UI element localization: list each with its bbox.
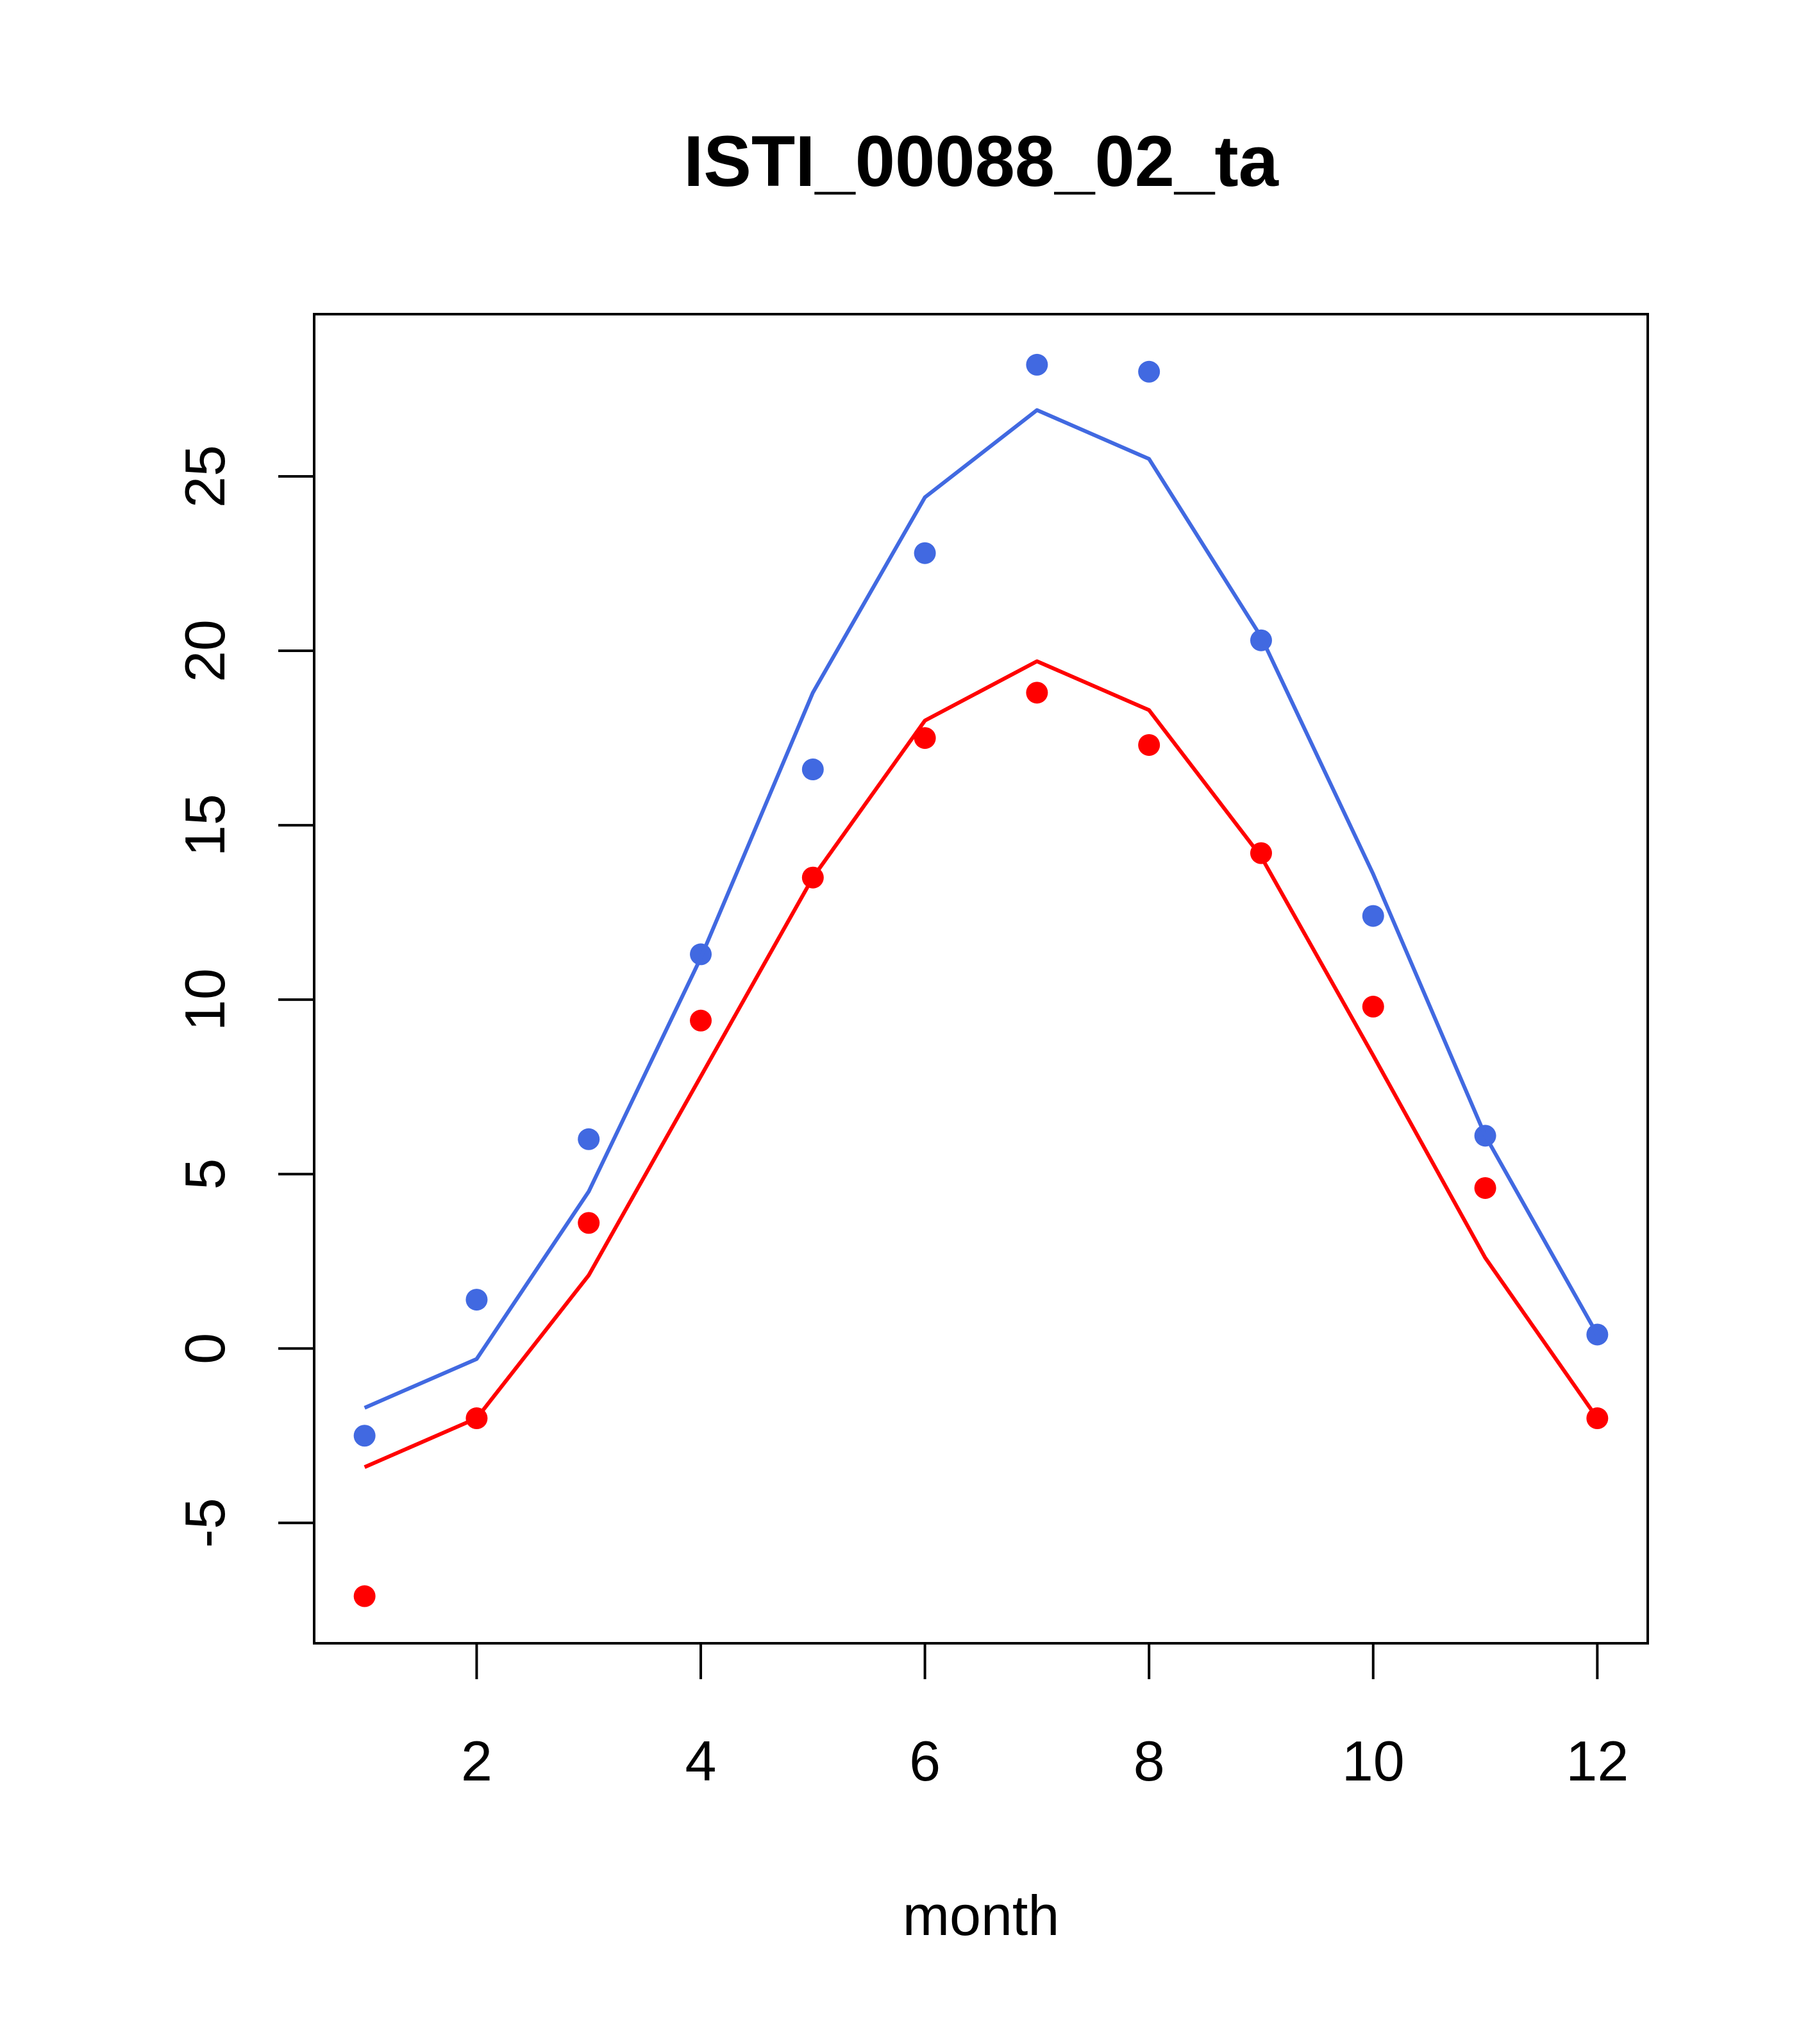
data-point [690,1009,712,1032]
y-tick-label: 10 [173,968,237,1031]
data-point [1026,353,1048,376]
x-axis-label: month [903,1884,1060,1947]
chart-title: ISTI_00088_02_ta [683,121,1279,201]
data-point [1474,1177,1496,1199]
data-point [1138,360,1160,383]
plot-frame [313,313,1649,1645]
data-point [1138,733,1160,756]
data-point [578,1212,600,1234]
y-tick-label: 20 [173,619,237,682]
y-axis: -5 0 5 10 15 20 25 [173,445,315,1548]
x-tick-label: 6 [909,1729,941,1793]
data-point [578,1128,600,1150]
x-tick-label: 4 [685,1729,717,1793]
x-axis: 2 4 6 8 10 12 [461,1642,1629,1793]
series-line-1 [364,408,1599,1410]
series-layer [353,353,1609,1607]
data-point [914,542,936,564]
y-tick-label: 15 [173,794,237,857]
data-point [801,758,824,781]
y-tick-label: -5 [173,1498,237,1548]
data-point [914,727,936,750]
x-tick-label: 2 [461,1729,492,1793]
y-tick-label: 5 [173,1159,237,1190]
x-tick-label: 12 [1566,1729,1629,1793]
x-tick-label: 8 [1134,1729,1165,1793]
data-point [465,1289,488,1311]
data-point [353,1425,376,1447]
data-point [1362,905,1384,927]
data-point [353,1585,376,1607]
series-line-3 [364,659,1599,1469]
y-tick-label: 0 [173,1333,237,1364]
y-tick-label: 25 [173,445,237,508]
x-tick-label: 10 [1342,1729,1405,1793]
data-point [1362,996,1384,1018]
data-point [1026,682,1048,704]
